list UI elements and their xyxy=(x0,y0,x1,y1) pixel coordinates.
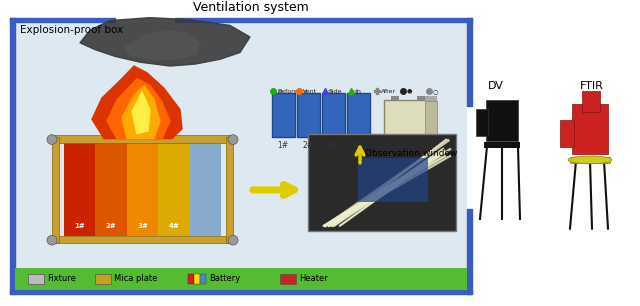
Bar xyxy=(188,274,194,284)
Text: Mica plate: Mica plate xyxy=(114,274,157,283)
Text: FTIR: FTIR xyxy=(580,81,604,91)
Text: ○: ○ xyxy=(433,89,438,94)
FancyBboxPatch shape xyxy=(271,93,294,137)
Bar xyxy=(95,274,111,284)
Bar xyxy=(10,18,115,23)
Bar xyxy=(52,137,59,243)
Text: DV: DV xyxy=(488,81,504,91)
Bar xyxy=(278,90,282,93)
FancyBboxPatch shape xyxy=(321,93,344,137)
Text: 2#: 2# xyxy=(303,140,314,150)
Text: 1#: 1# xyxy=(277,140,289,150)
Bar xyxy=(10,18,15,294)
Text: 1#: 1# xyxy=(74,222,85,229)
Text: In: In xyxy=(355,89,361,94)
Bar xyxy=(425,96,437,101)
Circle shape xyxy=(47,135,57,144)
Bar xyxy=(226,137,233,243)
Bar xyxy=(391,96,399,101)
Text: Before: Before xyxy=(277,89,298,94)
Text: Vent: Vent xyxy=(303,89,317,94)
Bar xyxy=(175,18,472,23)
Bar xyxy=(95,141,127,236)
Bar xyxy=(560,120,574,147)
Text: After: After xyxy=(381,89,396,94)
Polygon shape xyxy=(80,18,250,66)
Bar xyxy=(64,141,95,236)
Bar xyxy=(308,134,456,230)
Circle shape xyxy=(47,235,57,245)
Circle shape xyxy=(228,235,238,245)
Polygon shape xyxy=(107,79,170,139)
Text: ●: ● xyxy=(407,89,413,94)
Text: Explosion-proof box: Explosion-proof box xyxy=(20,25,123,35)
Bar xyxy=(52,135,233,144)
Ellipse shape xyxy=(568,156,612,164)
Bar xyxy=(194,274,200,284)
Bar xyxy=(28,274,44,284)
Bar xyxy=(582,91,600,113)
FancyBboxPatch shape xyxy=(296,93,319,137)
Text: Side: Side xyxy=(329,89,342,94)
Polygon shape xyxy=(125,30,200,59)
Bar xyxy=(189,141,221,236)
Bar xyxy=(572,104,608,154)
Bar xyxy=(158,141,189,236)
Bar xyxy=(353,90,357,93)
Bar xyxy=(15,268,467,289)
FancyBboxPatch shape xyxy=(346,93,369,137)
Polygon shape xyxy=(122,85,160,139)
Polygon shape xyxy=(132,92,150,134)
Text: 4#: 4# xyxy=(353,140,364,150)
Text: Fixture: Fixture xyxy=(47,274,76,283)
Text: 3#: 3# xyxy=(328,140,339,150)
Bar xyxy=(280,274,296,284)
Bar xyxy=(484,143,520,148)
Bar xyxy=(425,101,437,135)
Bar xyxy=(467,209,472,294)
Text: Heater: Heater xyxy=(299,274,328,283)
Text: Battery: Battery xyxy=(209,274,240,283)
Text: 2#: 2# xyxy=(106,222,116,229)
Bar xyxy=(467,18,472,106)
Bar xyxy=(127,141,158,236)
FancyBboxPatch shape xyxy=(384,100,436,136)
Circle shape xyxy=(228,135,238,144)
Text: Observation window: Observation window xyxy=(365,149,458,158)
Polygon shape xyxy=(92,66,182,139)
Bar xyxy=(15,23,467,289)
Bar xyxy=(476,109,488,136)
Bar xyxy=(570,157,610,163)
Text: 4#: 4# xyxy=(168,222,179,229)
Bar xyxy=(358,158,428,202)
Bar xyxy=(303,90,307,93)
Bar xyxy=(200,274,206,284)
Bar xyxy=(328,90,332,93)
Text: Ventilation system: Ventilation system xyxy=(193,1,309,14)
Bar xyxy=(52,236,233,243)
Bar xyxy=(486,100,518,140)
Bar xyxy=(10,289,472,294)
Text: 3#: 3# xyxy=(137,222,148,229)
Bar xyxy=(417,96,425,101)
